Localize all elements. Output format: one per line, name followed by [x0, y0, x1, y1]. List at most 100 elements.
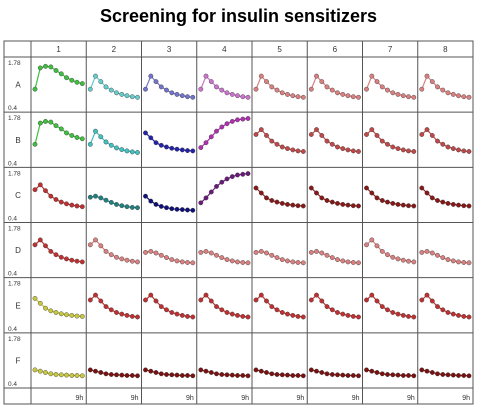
data-point	[135, 94, 140, 100]
data-point	[324, 138, 330, 144]
data-point	[43, 305, 48, 311]
data-point	[48, 193, 54, 199]
data-point	[174, 92, 180, 97]
data-point	[350, 203, 356, 209]
data-point	[32, 295, 38, 301]
data-point	[98, 79, 104, 85]
data-point	[179, 312, 185, 318]
data-point	[295, 148, 301, 154]
data-point	[374, 298, 380, 304]
data-point	[158, 371, 164, 377]
data-point	[93, 292, 98, 298]
data-point	[279, 257, 285, 262]
data-point	[445, 200, 451, 206]
data-point	[143, 86, 148, 92]
data-point	[69, 373, 75, 378]
data-point	[345, 312, 351, 318]
data-point	[79, 259, 85, 265]
data-point	[214, 371, 219, 377]
data-point	[198, 86, 204, 92]
data-point	[450, 258, 456, 264]
data-point	[308, 132, 314, 137]
data-point	[440, 372, 446, 377]
series-line	[255, 128, 304, 153]
series-line	[34, 239, 83, 263]
data-point	[219, 179, 225, 185]
data-point	[58, 254, 64, 260]
data-point	[32, 141, 38, 147]
data-point	[466, 260, 472, 266]
data-point	[385, 252, 390, 258]
data-point	[300, 203, 306, 209]
series-line	[311, 369, 359, 377]
data-point	[129, 149, 135, 155]
series-line	[34, 65, 83, 90]
data-point	[329, 255, 335, 261]
series-line	[255, 187, 304, 207]
data-point	[93, 193, 98, 199]
data-point	[124, 148, 130, 154]
x-end-label: 9h	[296, 395, 304, 402]
x-end-label: 9h	[131, 395, 139, 402]
series-line	[90, 195, 138, 209]
data-point	[345, 259, 351, 265]
data-point	[174, 206, 180, 212]
data-point	[43, 243, 48, 249]
row-label: B	[15, 136, 20, 145]
series-line	[89, 75, 138, 98]
data-point	[219, 372, 225, 377]
data-point	[240, 94, 246, 100]
data-point	[290, 373, 296, 378]
data-point	[456, 312, 461, 318]
data-point	[395, 201, 401, 207]
series-line	[421, 369, 470, 377]
data-point	[319, 79, 325, 85]
data-point	[258, 292, 264, 298]
data-point	[435, 138, 440, 144]
data-point	[148, 135, 154, 141]
series-line	[144, 75, 193, 98]
series-line	[365, 75, 414, 98]
data-point	[319, 370, 325, 375]
series-line	[366, 128, 414, 153]
data-point	[429, 133, 435, 138]
data-point	[245, 314, 251, 320]
data-point	[190, 314, 196, 320]
data-point	[32, 187, 38, 193]
data-point	[79, 204, 85, 210]
data-point	[400, 147, 406, 153]
data-point	[219, 307, 225, 313]
data-point	[198, 200, 204, 206]
data-point	[385, 141, 390, 147]
data-point	[435, 84, 440, 90]
data-point	[419, 132, 425, 137]
data-point	[385, 307, 390, 313]
data-point	[356, 314, 361, 320]
data-point	[390, 144, 396, 150]
data-point	[153, 370, 159, 375]
data-point	[258, 73, 264, 79]
data-point	[340, 258, 346, 264]
data-point	[129, 313, 135, 319]
data-point	[69, 202, 75, 208]
data-point	[203, 73, 209, 79]
data-point	[48, 371, 54, 377]
data-point	[314, 127, 319, 133]
data-point	[240, 373, 246, 378]
data-point	[240, 116, 246, 122]
data-point	[98, 298, 104, 304]
data-point	[300, 314, 306, 320]
data-point	[385, 372, 390, 377]
data-point	[158, 203, 164, 209]
data-point	[79, 373, 85, 379]
data-point	[435, 198, 440, 203]
series-line	[310, 187, 359, 207]
data-point	[450, 372, 456, 378]
data-point	[119, 256, 125, 262]
data-point	[124, 257, 130, 263]
data-point	[53, 252, 59, 258]
data-point	[440, 307, 446, 313]
data-point	[179, 259, 185, 265]
data-point	[411, 149, 417, 154]
data-point	[395, 146, 401, 152]
